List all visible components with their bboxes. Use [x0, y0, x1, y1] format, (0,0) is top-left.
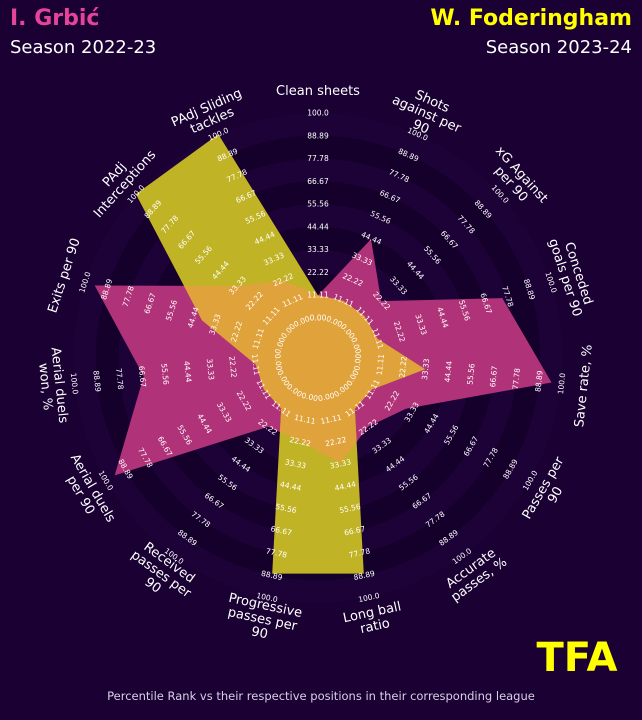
tick-label: 66.67 — [488, 365, 499, 388]
tick-label: 11.11 — [320, 413, 343, 426]
tick-label: 33.33 — [420, 358, 431, 381]
tick-label: 11.11 — [250, 353, 261, 376]
tick-label: 44.44 — [279, 480, 302, 493]
tick-label: 22.22 — [324, 435, 347, 448]
tick-label: 44.44 — [307, 222, 329, 231]
tick-label: 77.78 — [348, 546, 371, 559]
tick-label: 22.22 — [307, 268, 329, 277]
parameter-label-line: Clean sheets — [276, 84, 360, 99]
tick-label: 44.44 — [182, 361, 193, 384]
tick-label: 0.00 — [310, 314, 327, 323]
parameter-label: Clean sheets — [276, 84, 360, 99]
parameter-label-line: won, % — [35, 362, 55, 411]
tick-label: 11.11 — [293, 413, 316, 426]
tick-label: 100.0 — [357, 591, 380, 604]
tick-label: 66.67 — [307, 177, 329, 186]
player2-name: W. Foderingham — [430, 6, 632, 31]
tick-label: 55.56 — [339, 502, 362, 515]
player1-name: I. Grbić — [10, 6, 100, 31]
tick-label: 0.00 — [317, 391, 335, 403]
tick-label: 22.22 — [289, 435, 312, 448]
tick-label: 44.44 — [443, 360, 454, 383]
footer-caption: Percentile Rank vs their respective posi… — [107, 689, 535, 703]
tick-label: 88.89 — [260, 569, 283, 582]
tick-label: 100.0 — [556, 372, 567, 395]
parameter-label-line: 90 — [250, 624, 269, 642]
tick-label: 33.33 — [284, 457, 307, 470]
radar-polygons — [94, 134, 552, 574]
parameter-label: Aerial duelswon, % — [34, 347, 71, 426]
tick-label: 22.22 — [227, 356, 238, 379]
tick-label: 55.56 — [307, 200, 329, 209]
tick-label: 33.33 — [307, 245, 329, 254]
tick-label: 11.11 — [307, 291, 329, 300]
tick-label: 100.0 — [256, 591, 279, 604]
tick-label: 33.33 — [329, 457, 352, 470]
tick-label: 55.56 — [275, 502, 298, 515]
tick-label: 44.44 — [334, 480, 357, 493]
parameter-label-line: 90 — [410, 117, 431, 137]
tick-label: 88.89 — [91, 370, 102, 393]
tick-label: 88.89 — [353, 569, 376, 582]
tick-label: 88.89 — [307, 131, 329, 140]
tick-label: 66.67 — [137, 365, 148, 388]
tick-label: 55.56 — [465, 363, 476, 386]
tfa-logo-text: TFA — [537, 635, 618, 681]
tick-label: 77.78 — [307, 154, 329, 163]
tick-label: 66.67 — [270, 524, 293, 537]
tick-label: 66.67 — [343, 524, 366, 537]
tick-label: 33.33 — [205, 358, 216, 381]
tick-label: 55.56 — [159, 363, 170, 386]
player1-season: Season 2022-23 — [10, 37, 157, 58]
tick-label: 22.22 — [398, 356, 409, 379]
tick-label: 0.00 — [273, 353, 284, 371]
player2-season: Season 2023-24 — [485, 37, 632, 58]
tick-label: 0.00 — [301, 391, 319, 403]
tick-label: 11.11 — [375, 353, 386, 376]
tick-label: 100.0 — [307, 109, 329, 118]
tick-label: 88.89 — [533, 370, 544, 393]
tick-label: 0.00 — [352, 353, 363, 371]
tick-label: 100.0 — [69, 372, 80, 395]
parameter-label-line: 90 — [545, 484, 566, 506]
tick-label: 77.78 — [265, 546, 288, 559]
tick-label: 77.78 — [511, 367, 522, 390]
parameter-label-line: ratio — [359, 616, 391, 637]
tick-label: 77.78 — [114, 368, 125, 391]
